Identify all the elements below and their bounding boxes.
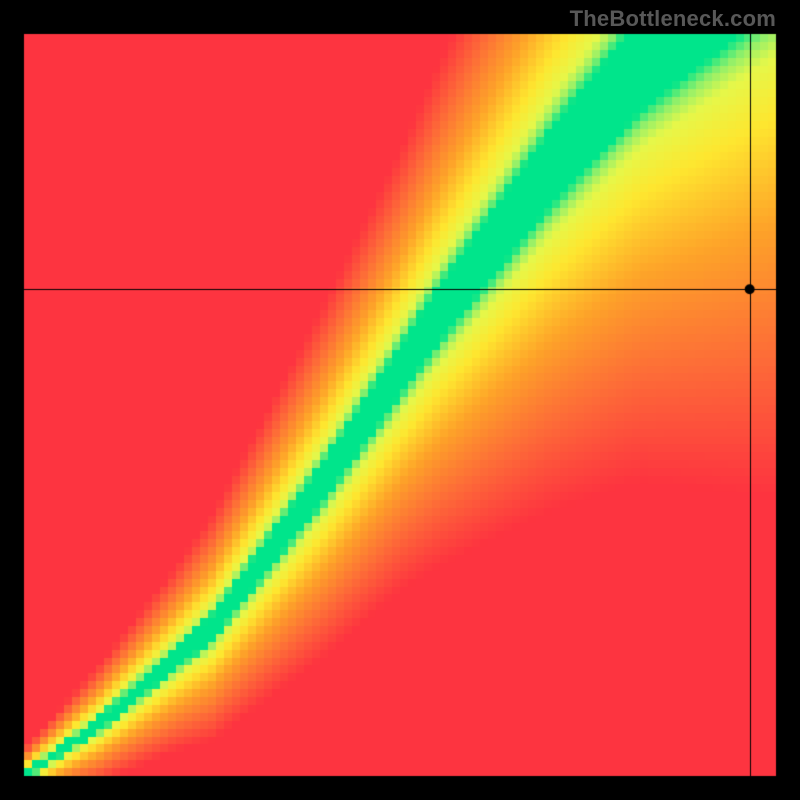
watermark-text: TheBottleneck.com <box>570 6 776 32</box>
chart-container: TheBottleneck.com <box>0 0 800 800</box>
heatmap-canvas <box>0 0 800 800</box>
